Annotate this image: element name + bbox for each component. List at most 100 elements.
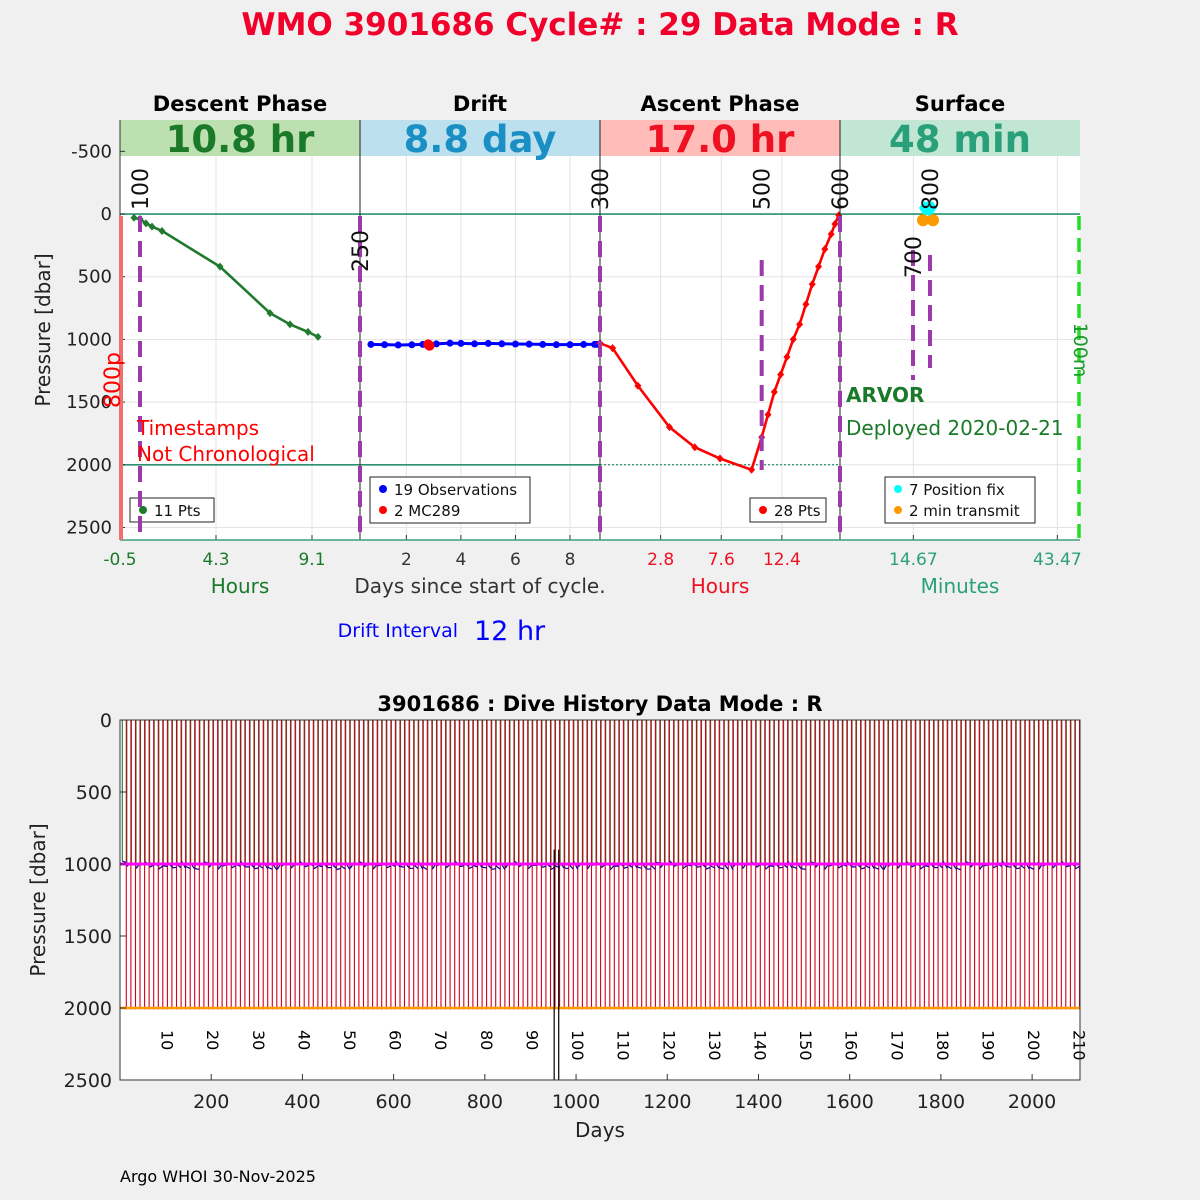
data-point: [484, 339, 492, 347]
annotation-800p: 800p: [101, 352, 126, 408]
data-point: [286, 320, 294, 329]
data-point: [424, 340, 435, 351]
legend-label: 11 Pts: [154, 502, 201, 520]
x-tick-label: 1800: [917, 1091, 965, 1113]
data-point: [770, 388, 778, 397]
x-tick-label: 43.47: [1033, 550, 1082, 570]
legend-label: 2 MC289: [394, 502, 460, 520]
data-point: [665, 423, 673, 432]
y-tick-label: 2500: [66, 517, 112, 538]
y-tick-label: 1500: [64, 926, 112, 948]
data-point: [511, 340, 519, 348]
cycle-label: 130: [705, 1030, 724, 1061]
descent-duration-band: [120, 120, 360, 156]
ascent-duration: 17.0 hr: [646, 118, 796, 161]
cycle-label: 80: [477, 1030, 496, 1050]
surface-series-position-fix: [919, 200, 937, 218]
cycle-label: 60: [386, 1030, 405, 1050]
cycle-label: 170: [887, 1030, 906, 1061]
legend-marker: [139, 506, 147, 514]
phase-marker-label: 250: [349, 230, 374, 272]
data-point: [789, 335, 797, 344]
x-tick-label: 400: [284, 1091, 320, 1113]
data-point: [691, 443, 699, 452]
y-tick-label: 0: [101, 204, 112, 225]
y-tick-label: 1000: [64, 854, 112, 876]
data-point: [142, 219, 150, 228]
x-tick-label: 1600: [826, 1091, 874, 1113]
phase-marker-label: 300: [589, 168, 614, 210]
x-tick-label: 2000: [1008, 1091, 1056, 1113]
data-point: [748, 465, 756, 474]
phase-marker-label: 600: [829, 168, 854, 210]
data-point: [808, 280, 816, 289]
y-tick-label: 2000: [66, 455, 112, 476]
drift-legend: 19 Observations 2 MC289: [369, 476, 531, 524]
data-point: [304, 327, 312, 336]
cycle-label: 110: [614, 1030, 633, 1061]
cycle-label: 30: [249, 1030, 268, 1050]
cycle-label: 160: [842, 1030, 861, 1061]
data-point: [130, 213, 138, 222]
data-point: [831, 220, 839, 229]
phase-marker-label: 500: [751, 168, 776, 210]
legend-label: 2 min transmit: [909, 502, 1020, 520]
y-tick-label: 0: [100, 710, 112, 732]
y-tick-label: 500: [76, 782, 112, 804]
legend-label: 7 Position fix: [909, 481, 1005, 499]
ascent-legend: 28 Pts: [749, 497, 827, 523]
legend-marker: [379, 506, 387, 514]
x-tick-label: 7.6: [708, 550, 735, 570]
float-type: ARVOR: [846, 383, 924, 407]
data-point: [821, 245, 829, 254]
descent-title: Descent Phase: [153, 92, 327, 116]
data-point: [783, 352, 791, 361]
data-point: [609, 344, 617, 353]
legend-marker: [894, 506, 902, 514]
y-tick-label: 500: [78, 267, 112, 288]
drift-series-mc289: [423, 339, 435, 351]
drift-duration-band: [360, 120, 600, 156]
data-point: [471, 340, 479, 348]
phase-marker-label: 100: [129, 168, 154, 210]
data-point: [381, 341, 389, 349]
cycle-label: 180: [933, 1030, 952, 1061]
data-point: [777, 370, 785, 379]
data-point: [552, 341, 560, 349]
data-point: [432, 340, 440, 348]
legend-label: 19 Observations: [394, 481, 517, 499]
y-axis-label: Pressure [dbar]: [26, 823, 50, 976]
series-line: [133, 216, 319, 339]
x-axis-label: Days since start of cycle.: [354, 574, 605, 598]
cycle-label: 50: [340, 1030, 359, 1050]
phase-marker-label: 700: [902, 236, 927, 278]
x-tick-label: 12.4: [763, 550, 801, 570]
surface-marker-label: 100m: [1069, 323, 1091, 378]
y-tick-label: 1000: [66, 329, 112, 350]
data-point: [764, 410, 772, 419]
phase-marker-label: 800: [919, 168, 944, 210]
x-tick-label: 14.67: [889, 550, 938, 570]
y-tick-label: 2500: [64, 1070, 112, 1092]
data-point: [314, 332, 322, 341]
cycle-label: 40: [294, 1030, 313, 1050]
surface-duration-band: [840, 120, 1080, 156]
data-point: [457, 339, 465, 347]
data-point: [446, 339, 454, 347]
surface-legend: 7 Position fix 2 min transmit: [884, 476, 1036, 524]
legend-box: [884, 476, 1036, 524]
legend-box: [369, 476, 531, 524]
main-title: WMO 3901686 Cycle# : 29 Data Mode : R: [241, 7, 958, 43]
footer-credit: Argo WHOI 30-Nov-2025: [120, 1167, 316, 1186]
data-point: [924, 203, 934, 218]
data-point: [566, 341, 574, 349]
x-tick-label: 6: [510, 550, 521, 570]
drift-duration: 8.8 day: [404, 118, 557, 161]
y-tick-label: 2000: [64, 998, 112, 1020]
data-point: [498, 340, 506, 348]
